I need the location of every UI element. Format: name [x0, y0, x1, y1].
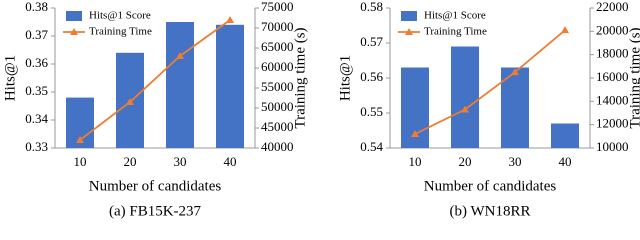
y-tick-label: 0.34	[25, 111, 48, 126]
y2-tick-label: 75000	[261, 0, 294, 14]
x-tick-label: 10	[74, 154, 87, 169]
y2-tick-label: 20000	[596, 22, 629, 37]
y2-axis-title: Training time (s)	[627, 27, 640, 128]
line-marker	[226, 16, 234, 23]
y2-tick-label: 18000	[596, 46, 629, 61]
line-marker	[561, 26, 569, 34]
bar	[501, 67, 529, 148]
line-marker	[511, 68, 519, 76]
line	[414, 29, 566, 135]
y2-tick-label: 60000	[261, 59, 294, 74]
y2-tick-label: 45000	[261, 119, 294, 134]
x-tick-label: 20	[459, 154, 472, 169]
line-marker	[76, 136, 84, 143]
y2-tick-label: 14000	[596, 92, 629, 107]
x-axis-title: Number of candidates	[89, 178, 222, 194]
y2-tick-label: 22000	[596, 0, 629, 14]
x-tick-label: 20	[124, 154, 137, 169]
y-tick-label: 0.38	[25, 0, 48, 14]
x-axis-title: Number of candidates	[424, 178, 557, 194]
legend-marker	[70, 28, 78, 35]
y-tick-label: 0.57	[360, 34, 383, 49]
y2-tick-label: 65000	[261, 39, 294, 54]
y-tick-label: 0.56	[360, 69, 383, 84]
legend-label: Training Time	[424, 26, 487, 38]
line-marker	[126, 98, 134, 105]
x-tick-label: 30	[174, 154, 187, 169]
legend-label: Hits@1 Score	[89, 10, 151, 22]
legend-swatch	[401, 11, 417, 21]
bar	[551, 123, 579, 148]
y-tick-label: 0.35	[25, 83, 48, 98]
y2-tick-label: 16000	[596, 69, 629, 84]
y2-axis-title: Training time (s)	[292, 27, 308, 128]
x-tick-label: 10	[409, 154, 422, 169]
y2-tick-label: 55000	[261, 79, 294, 94]
x-tick-label: 40	[559, 154, 572, 169]
caption: (b) WN18RR	[450, 203, 531, 219]
figure: 0.33 0.34 0.35 0.36 0.37 0.38 40000 45000 50000 5…	[2, 0, 640, 219]
legend-marker	[405, 28, 413, 35]
x-tick-label: 40	[224, 154, 237, 169]
y-axis-title: Hits@1	[2, 55, 18, 101]
legend-swatch	[66, 11, 82, 21]
y2-tick-label: 50000	[261, 99, 294, 114]
legend-label: Training Time	[89, 26, 152, 38]
y-tick-label: 0.58	[360, 0, 383, 14]
y2-tick-label: 70000	[261, 19, 294, 34]
line-marker	[461, 105, 469, 113]
bar	[451, 46, 479, 148]
line-marker	[176, 52, 184, 59]
y-tick-label: 0.55	[360, 104, 383, 119]
y-tick-label: 0.37	[25, 27, 48, 42]
y-tick-label: 0.33	[25, 139, 48, 154]
line-marker	[411, 130, 419, 137]
bar	[216, 24, 244, 148]
y-tick-label: 0.36	[25, 55, 48, 70]
line	[79, 19, 231, 141]
y2-tick-label: 12000	[596, 116, 629, 131]
y-tick-label: 0.54	[360, 139, 383, 154]
y-axis-title: Hits@1	[337, 55, 353, 101]
bar	[166, 22, 194, 148]
y2-tick-label: 10000	[596, 139, 629, 154]
y2-tick-label: 40000	[261, 139, 294, 154]
caption: (a) FB15K-237	[109, 203, 202, 219]
legend-label: Hits@1 Score	[424, 10, 486, 22]
x-tick-label: 30	[509, 154, 522, 169]
